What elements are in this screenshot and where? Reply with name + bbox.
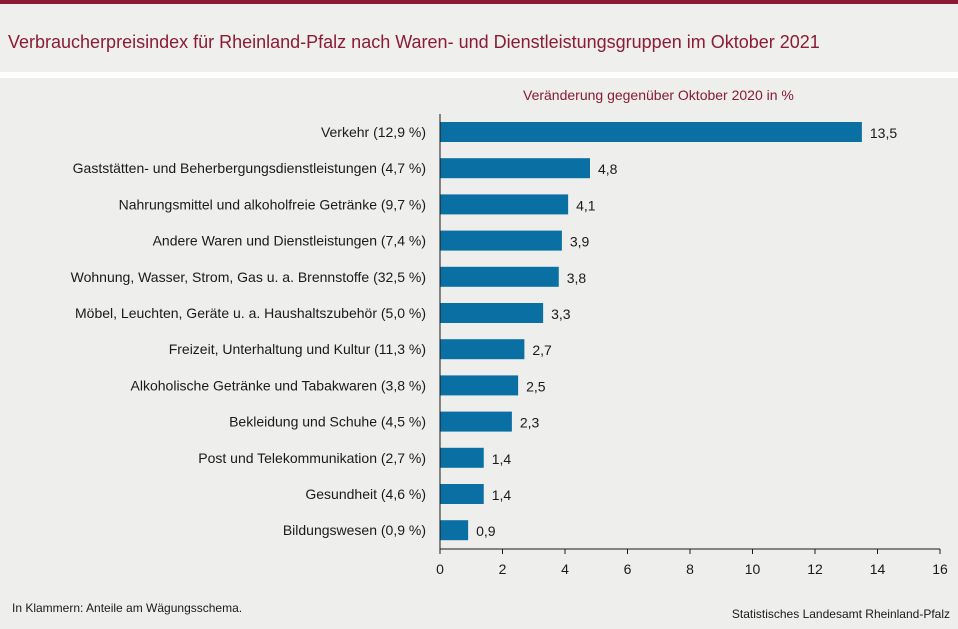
title-separator bbox=[0, 72, 958, 78]
category-label: Post und Telekommunikation (2,7 %) bbox=[198, 450, 426, 466]
data-label: 1,4 bbox=[492, 487, 512, 503]
top-accent-bar bbox=[0, 0, 958, 4]
category-label: Gaststätten- und Beherbergungsdienstleis… bbox=[73, 160, 426, 176]
bar bbox=[440, 230, 562, 251]
data-label: 3,9 bbox=[570, 234, 590, 250]
bar bbox=[440, 266, 559, 287]
bar bbox=[440, 411, 512, 432]
category-label: Freizeit, Unterhaltung und Kultur (11,3 … bbox=[169, 341, 426, 357]
chart-title: Verbraucherpreisindex für Rheinland-Pfal… bbox=[8, 32, 820, 52]
bar bbox=[440, 375, 519, 396]
x-tick-label: 4 bbox=[561, 561, 569, 577]
category-label: Wohnung, Wasser, Strom, Gas u. a. Brenns… bbox=[71, 269, 426, 285]
data-label: 4,1 bbox=[576, 197, 596, 213]
category-label: Bildungswesen (0,9 %) bbox=[283, 522, 426, 538]
data-label: 4,8 bbox=[598, 161, 618, 177]
bar bbox=[440, 520, 469, 541]
footnote: In Klammern: Anteile am Wägungsschema. bbox=[12, 601, 243, 615]
data-label: 2,5 bbox=[526, 378, 546, 394]
category-label: Verkehr (12,9 %) bbox=[321, 124, 426, 140]
bar bbox=[440, 122, 862, 142]
x-tick-label: 0 bbox=[436, 561, 444, 577]
data-label: 2,3 bbox=[520, 415, 540, 431]
source-credit: Statistisches Landesamt Rheinland-Pfalz bbox=[731, 607, 950, 621]
chart-subtitle: Veränderung gegenüber Oktober 2020 in % bbox=[523, 87, 794, 103]
x-tick-label: 2 bbox=[499, 561, 507, 577]
bar bbox=[440, 303, 544, 323]
category-label: Alkoholische Getränke und Tabakwaren (3,… bbox=[131, 377, 426, 393]
x-tick-label: 12 bbox=[807, 561, 823, 577]
x-tick-label: 6 bbox=[624, 561, 632, 577]
bar bbox=[440, 194, 569, 215]
x-tick-label: 14 bbox=[870, 561, 886, 577]
x-tick-label: 8 bbox=[686, 561, 694, 577]
bar bbox=[440, 339, 525, 360]
category-label: Nahrungsmittel und alkoholfreie Getränke… bbox=[119, 196, 426, 212]
category-label: Andere Waren und Dienstleistungen (7,4 %… bbox=[153, 233, 426, 249]
data-label: 1,4 bbox=[492, 451, 512, 467]
bar bbox=[440, 158, 590, 179]
category-label: Bekleidung und Schuhe (4,5 %) bbox=[229, 414, 426, 430]
data-label: 3,3 bbox=[551, 306, 571, 322]
x-tick-label: 10 bbox=[745, 561, 761, 577]
category-label: Möbel, Leuchten, Geräte u. a. Haushaltsz… bbox=[75, 305, 426, 321]
data-label: 3,8 bbox=[567, 270, 587, 286]
title-area: Verbraucherpreisindex für Rheinland-Pfal… bbox=[0, 4, 958, 72]
category-label: Gesundheit (4,6 %) bbox=[305, 486, 426, 502]
data-label: 2,7 bbox=[532, 342, 552, 358]
x-tick-label: 16 bbox=[932, 561, 948, 577]
bar bbox=[440, 484, 484, 504]
data-label: 13,5 bbox=[870, 125, 897, 141]
bar bbox=[440, 447, 484, 468]
data-label: 0,9 bbox=[476, 523, 496, 539]
